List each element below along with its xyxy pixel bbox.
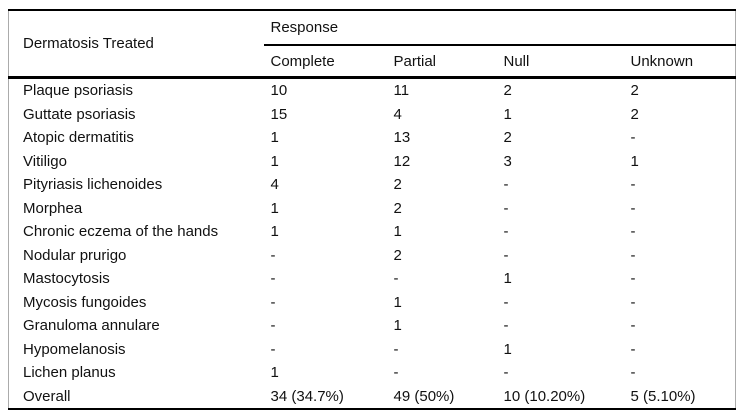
table-row: Guttate psoriasis 15 4 1 2 — [9, 103, 736, 127]
row-label: Chronic eczema of the hands — [23, 223, 219, 241]
row-label: Nodular prurigo — [23, 246, 127, 264]
cell-unknown: - — [630, 176, 636, 194]
cell-null: 1 — [503, 105, 512, 123]
cell-partial: 1 — [393, 223, 402, 241]
column-header-dermatosis-treated: Dermatosis Treated — [8, 10, 264, 79]
cell-partial: - — [393, 270, 399, 288]
row-label: Mycosis fungoides — [23, 293, 147, 311]
cell-partial: 13 — [393, 129, 411, 147]
cell-null: - — [503, 223, 509, 241]
table-row: Mastocytosis - - 1 - — [9, 267, 736, 291]
row-label: Plaque psoriasis — [23, 82, 134, 100]
cell-null: - — [503, 246, 509, 264]
cell-complete: 15 — [270, 105, 288, 123]
table-row: Plaque psoriasis 10 11 2 2 — [9, 78, 736, 103]
cell-partial: 2 — [393, 246, 402, 264]
header-row-group: Dermatosis Treated Response — [8, 10, 736, 79]
cell-complete: - — [270, 317, 276, 335]
column-header-null: Null — [496, 45, 624, 79]
cell-unknown: 5 (5.10%) — [630, 387, 696, 405]
cell-partial: - — [393, 340, 399, 358]
cell-partial: 11 — [393, 82, 410, 100]
cell-null: - — [503, 364, 509, 382]
cell-null: 1 — [503, 340, 512, 358]
cell-null: 2 — [503, 129, 512, 147]
cell-null: 10 (10.20%) — [503, 387, 586, 405]
cell-unknown: - — [630, 246, 636, 264]
cell-null: - — [503, 293, 509, 311]
cell-unknown: - — [630, 340, 636, 358]
cell-partial: 1 — [393, 317, 402, 335]
cell-complete: - — [270, 246, 276, 264]
response-table: Dermatosis Treated Response Complete Par… — [8, 9, 737, 410]
row-label: Atopic dermatitis — [23, 129, 134, 147]
cell-partial: 2 — [393, 176, 402, 194]
table-row: Nodular prurigo - 2 - - — [9, 244, 736, 268]
table-row: Chronic eczema of the hands 1 1 - - — [9, 220, 736, 244]
cell-unknown: 2 — [630, 105, 639, 123]
cell-null: 3 — [503, 152, 512, 170]
row-label: Hypomelanosis — [23, 340, 126, 358]
column-header-complete: Complete — [263, 45, 387, 79]
table-row: Mycosis fungoides - 1 - - — [9, 291, 736, 315]
table-row: Atopic dermatitis 1 13 2 - — [9, 126, 736, 150]
cell-complete: 1 — [270, 152, 279, 170]
table-row: Granuloma annulare - 1 - - — [9, 314, 736, 338]
cell-unknown: - — [630, 129, 636, 147]
cell-unknown: 2 — [630, 82, 639, 100]
cell-partial: 12 — [393, 152, 411, 170]
cell-partial: 4 — [393, 105, 402, 123]
cell-null: 2 — [503, 82, 512, 100]
cell-complete: 4 — [270, 176, 279, 194]
row-label: Overall — [23, 387, 71, 405]
cell-unknown: - — [630, 317, 636, 335]
row-label: Mastocytosis — [23, 270, 110, 288]
cell-unknown: - — [630, 199, 636, 217]
row-label: Vitiligo — [23, 152, 67, 170]
row-label: Pityriasis lichenoides — [23, 176, 163, 194]
column-group-header-response: Response — [263, 10, 736, 46]
column-header-unknown: Unknown — [623, 45, 736, 79]
table-row-overall: Overall 34 (34.7%) 49 (50%) 10 (10.20%) … — [9, 385, 736, 410]
cell-partial: - — [393, 364, 399, 382]
cell-unknown: - — [630, 223, 636, 241]
column-header-partial: Partial — [386, 45, 497, 79]
row-label: Granuloma annulare — [23, 317, 160, 335]
cell-null: - — [503, 176, 509, 194]
cell-null: - — [503, 199, 509, 217]
cell-complete: 10 — [270, 82, 288, 100]
table-row: Vitiligo 1 12 3 1 — [9, 150, 736, 174]
header-row-sub: Complete Partial Null Unknown — [9, 45, 736, 79]
table-row: Pityriasis lichenoides 4 2 - - — [9, 173, 736, 197]
cell-unknown: - — [630, 364, 636, 382]
table-row: Hypomelanosis - - 1 - — [9, 338, 736, 362]
cell-partial: 1 — [393, 293, 402, 311]
cell-unknown: - — [630, 293, 636, 311]
cell-complete: - — [270, 340, 276, 358]
cell-complete: - — [270, 270, 276, 288]
cell-partial: 2 — [393, 199, 402, 217]
cell-complete: - — [270, 293, 276, 311]
cell-unknown: 1 — [630, 152, 639, 170]
cell-complete: 34 (34.7%) — [270, 387, 344, 405]
cell-complete: 1 — [270, 364, 279, 382]
cell-null: - — [503, 317, 509, 335]
row-label: Morphea — [23, 199, 83, 217]
cell-complete: 1 — [270, 199, 279, 217]
table-row: Lichen planus 1 - - - — [9, 361, 736, 385]
row-label: Guttate psoriasis — [23, 105, 136, 123]
cell-complete: 1 — [270, 223, 279, 241]
cell-unknown: - — [630, 270, 636, 288]
cell-complete: 1 — [270, 129, 279, 147]
cell-null: 1 — [503, 270, 512, 288]
table-row: Morphea 1 2 - - — [9, 197, 736, 221]
row-label: Lichen planus — [23, 364, 116, 382]
cell-partial: 49 (50%) — [393, 387, 455, 405]
